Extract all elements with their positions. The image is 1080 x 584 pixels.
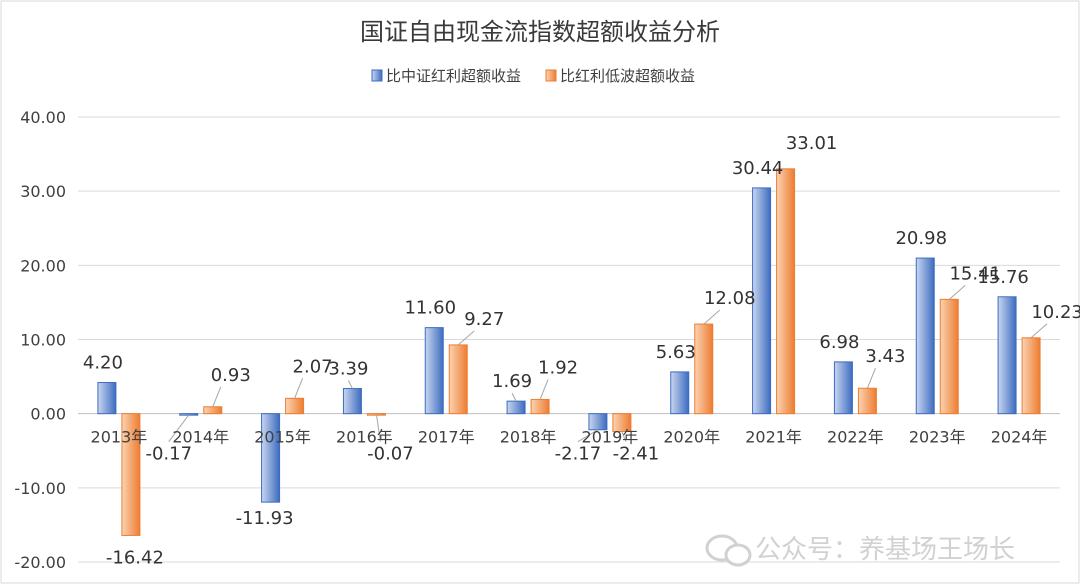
x-category-label: 2019年 <box>582 428 639 447</box>
label-leader-line <box>375 414 381 442</box>
watermark: 公众号：养基场王场长 <box>705 534 1015 567</box>
bars <box>97 168 1041 536</box>
label-leader-line <box>212 386 222 407</box>
legend-swatch-series-1 <box>371 69 383 82</box>
y-axis-ticks: 40.00 30.00 20.00 10.00 0.00 -10.00 -20.00 <box>14 108 66 572</box>
data-label-series-1: -2.17 <box>555 444 602 465</box>
bar-series-2 <box>1021 337 1041 415</box>
label-leader-line <box>866 368 876 389</box>
x-category-label: 2022年 <box>827 428 884 447</box>
bar-series-2 <box>857 387 877 415</box>
label-leader-line <box>577 429 599 443</box>
bar-series-2 <box>530 398 550 415</box>
data-label-series-1: 1.69 <box>492 371 532 392</box>
data-label-series-2: -16.42 <box>106 547 164 568</box>
y-tick-label: 0.00 <box>30 405 66 424</box>
data-label-series-1: 20.98 <box>895 228 947 249</box>
label-leader-line <box>621 431 627 442</box>
data-label-series-1: 4.20 <box>83 353 123 374</box>
data-label-series-2: 0.93 <box>211 365 251 386</box>
chart-title: 国证自由现金流指数超额收益分析 <box>360 18 720 46</box>
legend: 比中证红利超额收益 比红利低波超额收益 <box>371 67 695 85</box>
label-leader-line <box>457 330 475 346</box>
legend-swatch-series-2 <box>545 69 557 82</box>
wechat-icon <box>705 534 752 567</box>
label-leader-line <box>168 414 190 442</box>
data-label-series-2: 12.08 <box>704 288 756 309</box>
bar-series-2 <box>694 323 714 415</box>
data-label-series-2: 3.43 <box>865 346 905 367</box>
data-label-series-2: 10.23 <box>1031 302 1080 323</box>
x-category-label: 2024年 <box>991 428 1048 447</box>
bar-series-2 <box>285 397 305 415</box>
label-leader-line <box>347 380 353 389</box>
data-label-series-2: 2.07 <box>293 356 333 377</box>
data-labels: 4.20 -16.42 -0.17 0.93 -11.93 2.073.39 -0.07 11… <box>83 133 1080 569</box>
bar-series-2 <box>448 344 468 415</box>
data-label-series-2: 33.01 <box>786 133 838 154</box>
y-tick-label: -20.00 <box>14 553 66 572</box>
data-label-series-2: -2.41 <box>613 444 660 465</box>
x-category-label: 2013年 <box>91 428 148 447</box>
y-tick-label: 30.00 <box>20 182 66 201</box>
y-tick-label: -10.00 <box>14 479 66 498</box>
label-leader-lines <box>168 284 1048 443</box>
bar-series-2 <box>203 406 223 415</box>
data-label-series-2: -0.07 <box>367 444 414 465</box>
x-category-label: 2015年 <box>254 428 311 447</box>
bar-series-1 <box>424 327 444 415</box>
x-category-label: 2023年 <box>909 428 966 447</box>
label-leader-line <box>511 392 517 402</box>
data-label-series-2: 15.41 <box>949 263 1001 284</box>
bar-series-1 <box>342 388 362 415</box>
y-tick-label: 10.00 <box>20 331 66 350</box>
bar-series-1 <box>670 371 690 415</box>
x-category-label: 2016年 <box>336 428 393 447</box>
bar-series-1 <box>997 296 1017 415</box>
data-label-series-1: 15.76 <box>977 267 1029 288</box>
x-category-label: 2020年 <box>663 428 720 447</box>
bar-series-1 <box>506 400 526 415</box>
data-label-series-1: -11.93 <box>236 508 294 529</box>
data-label-series-1: 6.98 <box>819 332 859 353</box>
gridlines <box>78 116 1060 563</box>
bar-series-1 <box>915 257 935 415</box>
bar-series-2 <box>939 298 959 415</box>
bar-series-1 <box>752 187 772 415</box>
legend-label-series-1: 比中证红利超额收益 <box>386 67 521 85</box>
data-label-series-2: 1.92 <box>538 357 578 378</box>
bar-series-2 <box>776 168 796 415</box>
data-label-series-1: 11.60 <box>404 298 456 319</box>
data-label-series-1: 3.39 <box>328 359 368 380</box>
x-category-label: 2017年 <box>418 428 475 447</box>
label-leader-line <box>294 378 304 399</box>
x-axis-labels: 2013年 2014年 2015年 2016年 2017年 2018年 2019年 2020年… <box>91 428 1048 447</box>
data-label-series-1: 5.63 <box>656 342 696 363</box>
data-label-series-1: -0.17 <box>145 444 192 465</box>
y-tick-label: 40.00 <box>20 108 66 127</box>
label-leader-line <box>703 309 721 325</box>
label-leader-line <box>1030 323 1048 339</box>
bar-series-1 <box>261 413 281 503</box>
x-category-label: 2018年 <box>500 428 557 447</box>
bar-series-2 <box>121 413 141 536</box>
y-tick-label: 20.00 <box>20 256 66 275</box>
bar-series-1 <box>833 361 853 415</box>
data-label-series-1: 30.44 <box>732 158 784 179</box>
data-label-series-2: 9.27 <box>464 309 504 330</box>
watermark-text: 公众号：养基场王场长 <box>755 535 1015 565</box>
legend-label-series-2: 比红利低波超额收益 <box>560 67 695 85</box>
label-leader-line <box>948 284 966 300</box>
bar-series-1 <box>97 382 117 415</box>
label-leader-line <box>539 379 549 400</box>
x-category-label: 2021年 <box>745 428 802 447</box>
x-category-label: 2014年 <box>172 428 229 447</box>
